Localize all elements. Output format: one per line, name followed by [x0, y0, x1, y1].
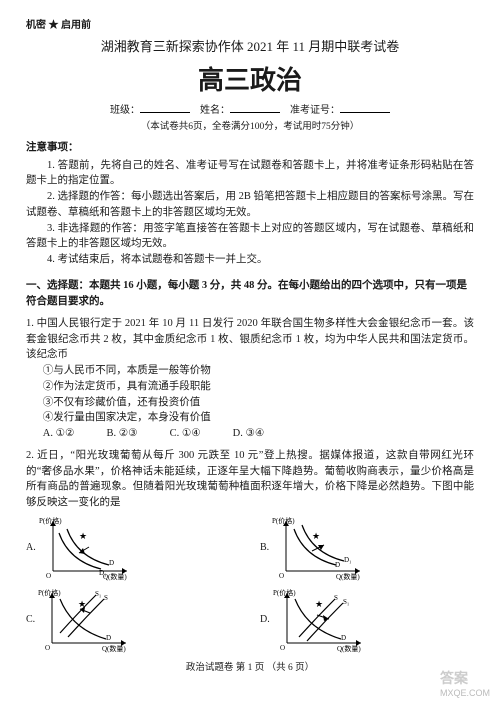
svg-text:D₁: D₁ [344, 556, 352, 564]
q2-optB: B. [260, 540, 269, 555]
notice-2: 2. 选择题的作答：每小题选出答案后，用 2B 铅笔把答题卡上相应题目的答案标号… [26, 189, 474, 221]
chart-C-svg: P(价格) Q(数量) O D S S₁ ★ [38, 587, 133, 653]
subject-title: 高三政治 [26, 61, 474, 100]
q1-optB[interactable]: B. ②③ [106, 426, 137, 442]
name-label: 姓名： [200, 105, 230, 116]
svg-text:O: O [280, 644, 285, 652]
q1-optA[interactable]: A. ①② [43, 426, 75, 442]
notice-3: 3. 非选择题的作答：用签字笔直接答在答题卡上对应的答题区域内，写在试题卷、草稿… [26, 221, 474, 253]
name-blank[interactable] [230, 102, 280, 113]
svg-text:D₁: D₁ [99, 569, 107, 577]
notice-4: 4. 考试结束后，将本试题卷和答题卡一并上交。 [26, 252, 474, 268]
q2-chart-B[interactable]: B. P(价格) Q(数量) O D D₁ ★ [260, 515, 474, 581]
svg-text:Q(数量): Q(数量) [103, 572, 127, 581]
svg-text:Q(数量): Q(数量) [337, 644, 361, 653]
watermark: 答案 MXQE.COM [440, 668, 490, 698]
svg-text:S: S [334, 594, 338, 602]
svg-text:O: O [46, 572, 51, 580]
svg-text:D: D [109, 559, 114, 567]
q1-stem: 1. 中国人民银行定于 2021 年 10 月 11 日发行 2020 年联合国… [26, 316, 474, 363]
svg-text:D: D [106, 634, 111, 642]
svg-text:P(价格): P(价格) [272, 516, 295, 525]
svg-text:P(价格): P(价格) [39, 516, 62, 525]
q1-sub4: ④发行量由国家决定，本身没有价值 [26, 410, 474, 426]
svg-text:Q(数量): Q(数量) [102, 644, 126, 653]
notice-title: 注意事项： [26, 140, 474, 156]
id-label: 准考证号： [290, 105, 340, 116]
notice-1: 1. 答题前，先将自己的姓名、准考证号写在试题卷和答题卡上，并将准考证条形码粘贴… [26, 158, 474, 190]
q2-chart-D[interactable]: D. P(价格) Q(数量) O D S S₁ ★ [260, 587, 474, 653]
chart-D-svg: P(价格) Q(数量) O D S S₁ ★ [273, 587, 368, 653]
chart-B-svg: P(价格) Q(数量) O D D₁ ★ [272, 515, 367, 581]
page-footer: 政治试题卷 第 1 页 （共 6 页） [26, 661, 474, 675]
q2-chart-C[interactable]: C. P(价格) Q(数量) O D S S₁ ★ [26, 587, 240, 653]
q2-chart-A[interactable]: A. P(价格) Q(数量) O D D₁ ★ [26, 515, 240, 581]
svg-text:D: D [335, 561, 340, 569]
svg-text:Q(数量): Q(数量) [336, 572, 360, 581]
q1-sub3: ③不仅有珍藏价值，还有投资价值 [26, 395, 474, 411]
svg-text:O: O [45, 644, 50, 652]
class-label: 班级： [110, 105, 140, 116]
svg-text:P(价格): P(价格) [273, 588, 296, 597]
q1-options: A. ①② B. ②③ C. ①④ D. ③④ [43, 426, 474, 442]
q2-optD: D. [260, 612, 270, 627]
q2-optC: C. [26, 612, 35, 627]
student-info-row: 班级： 姓名： 准考证号： [26, 102, 474, 118]
q2-stem: 2. 近日，“阳光玫瑰葡萄从每斤 300 元跌至 10 元”登上热搜。据媒体报道… [26, 448, 474, 511]
q1-optC[interactable]: C. ①④ [170, 426, 201, 442]
paper-meta: （本试卷共6页，全卷满分100分，考试用时75分钟） [26, 120, 474, 134]
svg-text:P(价格): P(价格) [38, 588, 61, 597]
secrecy-label: 机密 ★ 启用前 [26, 18, 474, 33]
q1-optD[interactable]: D. ③④ [233, 426, 265, 442]
svg-text:S₁: S₁ [95, 590, 101, 598]
exam-title: 湖湘教育三新探索协作体 2021 年 11 月期中联考试卷 [26, 37, 474, 57]
q1-sub1: ①与人民币不同，本质是一般等价物 [26, 363, 474, 379]
svg-text:★: ★ [79, 531, 87, 541]
svg-text:D: D [341, 634, 346, 642]
id-blank[interactable] [340, 102, 390, 113]
class-blank[interactable] [140, 102, 190, 113]
chart-A-svg: P(价格) Q(数量) O D D₁ ★ [39, 515, 134, 581]
svg-text:★: ★ [315, 599, 323, 609]
q2-optA: A. [26, 540, 36, 555]
svg-text:★: ★ [312, 531, 320, 541]
svg-text:S: S [104, 594, 108, 602]
svg-text:S₁: S₁ [343, 598, 349, 606]
svg-text:O: O [279, 572, 284, 580]
q1-sub2: ②作为法定货币，具有流通手段职能 [26, 379, 474, 395]
part1-title: 一、选择题：本题共 16 小题，每小题 3 分，共 48 分。在每小题给出的四个… [26, 278, 474, 310]
